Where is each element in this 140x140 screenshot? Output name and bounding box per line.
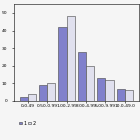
Bar — [105, 80, 114, 101]
Bar — [59, 27, 67, 101]
Bar — [78, 52, 86, 101]
Bar — [97, 78, 105, 101]
Bar — [117, 88, 125, 101]
Bar — [47, 83, 55, 101]
Bar — [67, 17, 75, 101]
Bar — [39, 85, 47, 101]
Bar — [125, 90, 133, 101]
Bar — [28, 94, 36, 101]
Bar — [20, 97, 28, 101]
Bar — [86, 66, 94, 101]
Legend: 1, 2: 1, 2 — [19, 121, 35, 126]
